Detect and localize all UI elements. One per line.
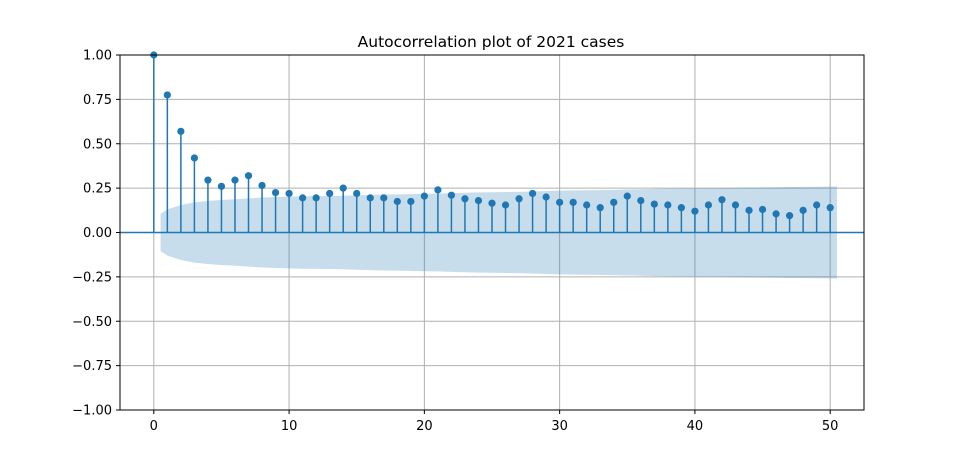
y-tick-label: −0.50 <box>72 315 112 330</box>
stem-marker <box>299 194 307 202</box>
stem-marker <box>474 196 483 205</box>
y-tick-label: 0.00 <box>83 226 112 241</box>
x-tick-label: 10 <box>281 419 298 434</box>
stem-marker <box>583 201 591 209</box>
stem-marker <box>393 197 401 206</box>
stem-marker <box>501 201 510 209</box>
stem-marker <box>542 193 550 201</box>
stem-marker <box>312 194 320 202</box>
stem-marker <box>623 192 631 200</box>
y-tick-label: 1.00 <box>83 49 112 64</box>
stem-marker <box>231 176 239 184</box>
stem-marker <box>745 206 753 214</box>
stem-marker <box>772 210 780 218</box>
stem-marker <box>718 196 726 204</box>
stem-marker <box>556 198 564 206</box>
y-tick-label: −1.00 <box>72 404 112 419</box>
x-tick-label: 40 <box>687 419 704 434</box>
stem-marker <box>528 189 537 198</box>
stem-marker <box>407 197 415 206</box>
stem-marker <box>799 206 807 214</box>
y-tick-label: −0.25 <box>72 270 112 285</box>
stem-marker <box>434 186 442 194</box>
stem-marker <box>664 201 672 209</box>
tick-layer: 0 10 20 30 40 50 −1.00 −0.75 −0.50 −0.25 0.00 0.25 0… <box>72 49 838 435</box>
stem-marker <box>163 91 171 99</box>
stem-marker <box>610 198 618 206</box>
x-tick-label: 30 <box>551 419 568 434</box>
stem-marker <box>420 192 428 200</box>
stem-marker <box>826 204 834 212</box>
stem-marker <box>677 204 685 212</box>
stem-marker <box>650 200 658 208</box>
stem-marker <box>515 195 523 203</box>
stem-marker <box>258 181 266 190</box>
stem-marker <box>691 207 699 215</box>
chart-title: Autocorrelation plot of 2021 cases <box>358 33 625 51</box>
stem-marker <box>271 188 280 197</box>
y-tick-label: 0.75 <box>83 93 112 108</box>
stem-marker <box>758 205 767 214</box>
stem-marker <box>285 189 293 198</box>
stem-marker <box>366 194 374 202</box>
x-tick-label: 20 <box>416 419 433 434</box>
stem-marker <box>569 198 577 206</box>
stem-layer <box>150 51 834 233</box>
stem-marker <box>786 212 794 220</box>
stem-marker <box>326 189 334 198</box>
stem-marker <box>244 172 253 180</box>
stem-marker <box>190 154 198 162</box>
stem-marker <box>447 191 456 199</box>
stem-marker <box>461 195 469 203</box>
stem-marker <box>217 182 226 190</box>
y-tick-label: 0.50 <box>83 137 112 152</box>
stem-marker <box>637 196 645 205</box>
x-tick-label: 0 <box>150 419 158 434</box>
stem-marker <box>339 184 347 192</box>
stem-marker <box>204 176 212 184</box>
stem-marker <box>353 189 361 198</box>
x-tick-label: 50 <box>822 419 839 434</box>
stem-marker <box>177 127 185 135</box>
stem-marker <box>380 194 388 202</box>
stem-marker <box>813 201 821 209</box>
stem-marker <box>704 201 713 209</box>
y-tick-label: 0.25 <box>83 182 112 197</box>
stem-marker <box>488 199 496 207</box>
stem-marker <box>596 204 604 212</box>
stem-marker <box>731 201 740 209</box>
y-tick-label: −0.75 <box>72 359 112 374</box>
